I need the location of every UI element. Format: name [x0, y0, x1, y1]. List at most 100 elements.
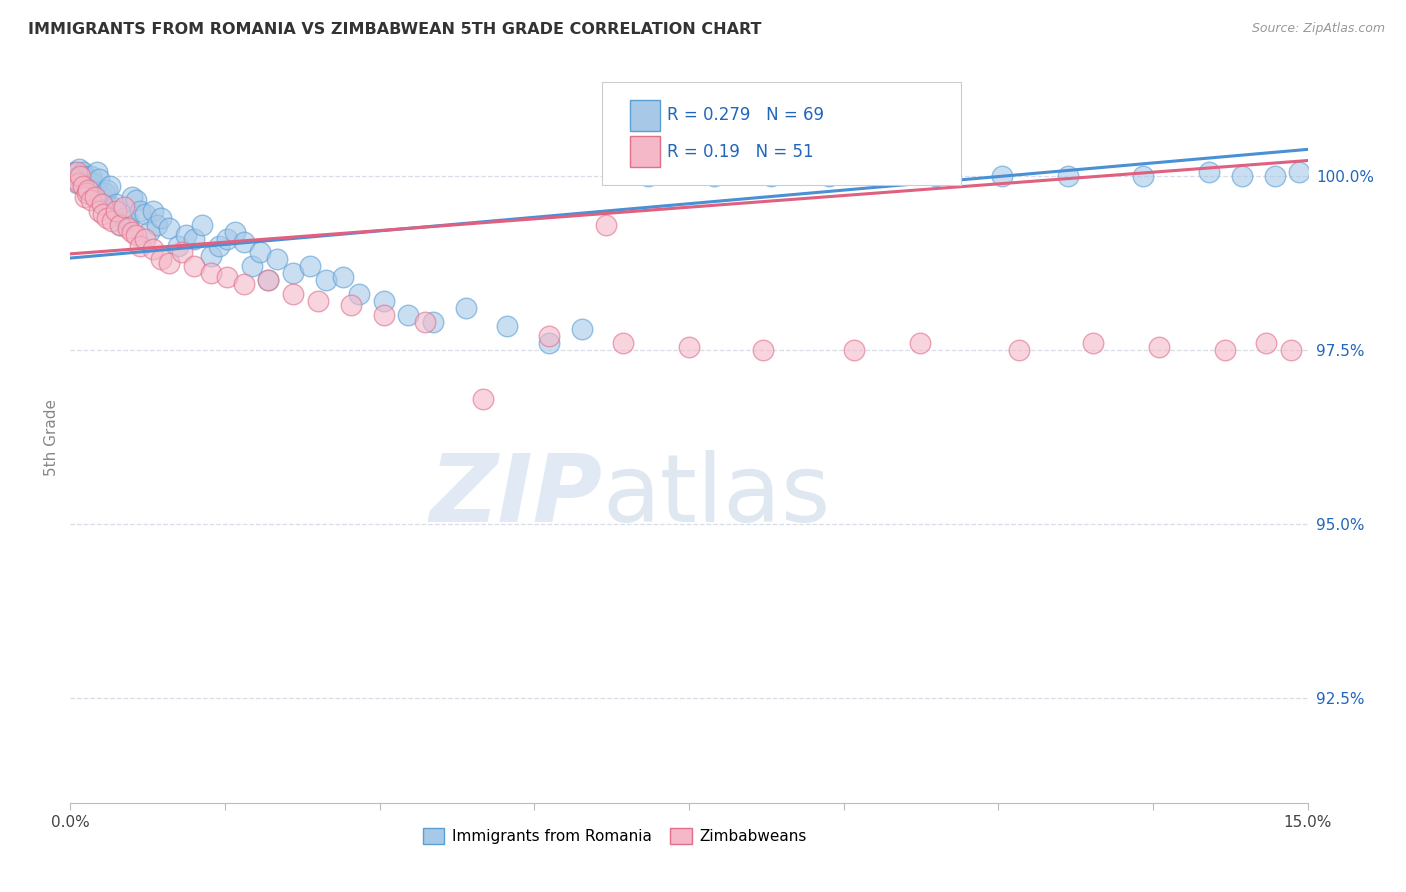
Point	[232, 277, 254, 291]
Point	[117, 214, 139, 228]
Point	[1132, 169, 1154, 183]
Point	[100, 200, 122, 214]
Point	[537, 329, 560, 343]
Point	[332, 269, 354, 284]
Point	[80, 169, 103, 183]
Point	[471, 392, 494, 406]
Point	[91, 207, 114, 221]
Point	[1288, 165, 1310, 179]
Point	[174, 228, 197, 243]
Point	[112, 200, 135, 214]
Text: IMMIGRANTS FROM ROMANIA VS ZIMBABWEAN 5TH GRADE CORRELATION CHART: IMMIGRANTS FROM ROMANIA VS ZIMBABWEAN 5T…	[28, 22, 762, 37]
Point	[146, 218, 169, 232]
Text: Source: ZipAtlas.com: Source: ZipAtlas.com	[1251, 22, 1385, 36]
Text: atlas: atlas	[602, 450, 831, 541]
Point	[595, 218, 617, 232]
Point	[183, 231, 205, 245]
Point	[208, 238, 231, 252]
Point	[703, 169, 725, 183]
Point	[104, 203, 127, 218]
Point	[67, 161, 90, 176]
Point	[1008, 343, 1031, 357]
Point	[908, 336, 931, 351]
Point	[96, 211, 118, 225]
Text: R = 0.279   N = 69: R = 0.279 N = 69	[666, 106, 824, 124]
Point	[215, 231, 238, 245]
Point	[537, 336, 560, 351]
Point	[66, 176, 89, 190]
Point	[69, 169, 91, 183]
Point	[991, 169, 1014, 183]
Point	[157, 256, 180, 270]
FancyBboxPatch shape	[602, 82, 962, 185]
Point	[925, 169, 948, 183]
Point	[257, 273, 280, 287]
Point	[339, 298, 361, 312]
Point	[1256, 336, 1278, 351]
Point	[307, 294, 329, 309]
Point	[142, 203, 165, 218]
Point	[818, 169, 841, 183]
Point	[281, 266, 304, 280]
Point	[75, 190, 97, 204]
Point	[100, 214, 122, 228]
Point	[232, 235, 254, 249]
Point	[84, 190, 107, 204]
Text: R = 0.19   N = 51: R = 0.19 N = 51	[666, 143, 813, 161]
Point	[422, 315, 444, 329]
Point	[1147, 339, 1170, 353]
Point	[72, 179, 94, 194]
Point	[125, 193, 148, 207]
Point	[94, 186, 117, 201]
Point	[129, 238, 152, 252]
Point	[67, 176, 90, 190]
Bar	[630, 100, 661, 130]
Point	[90, 190, 112, 204]
Point	[183, 260, 205, 274]
Point	[315, 273, 337, 287]
Point	[1081, 336, 1104, 351]
Point	[281, 287, 304, 301]
Point	[150, 211, 173, 225]
Point	[72, 165, 94, 179]
Bar	[630, 136, 661, 167]
Point	[76, 186, 98, 201]
Point	[112, 211, 135, 225]
Point	[571, 322, 593, 336]
Point	[1213, 343, 1236, 357]
Point	[398, 308, 420, 322]
Point	[91, 196, 114, 211]
Point	[89, 172, 111, 186]
Point	[200, 266, 222, 280]
Point	[298, 260, 321, 274]
Point	[752, 343, 775, 357]
Point	[121, 225, 143, 239]
Point	[108, 218, 131, 232]
Point	[76, 179, 98, 194]
Point	[157, 221, 180, 235]
Point	[347, 287, 370, 301]
Point	[90, 196, 112, 211]
Point	[496, 318, 519, 333]
Point	[1057, 169, 1080, 183]
Point	[761, 169, 783, 183]
Point	[104, 196, 127, 211]
Point	[117, 221, 139, 235]
Point	[77, 172, 100, 186]
Point	[138, 225, 160, 239]
Point	[240, 260, 263, 274]
Legend: Immigrants from Romania, Zimbabweans: Immigrants from Romania, Zimbabweans	[416, 822, 813, 850]
Point	[134, 231, 156, 245]
Y-axis label: 5th Grade: 5th Grade	[44, 399, 59, 475]
Point	[150, 252, 173, 267]
Point	[108, 218, 131, 232]
Point	[1198, 165, 1220, 179]
Point	[69, 172, 91, 186]
Point	[82, 176, 104, 190]
Point	[224, 225, 246, 239]
Point	[191, 218, 214, 232]
Point	[89, 203, 111, 218]
Point	[75, 169, 97, 183]
Point	[96, 183, 118, 197]
Point	[266, 252, 288, 267]
